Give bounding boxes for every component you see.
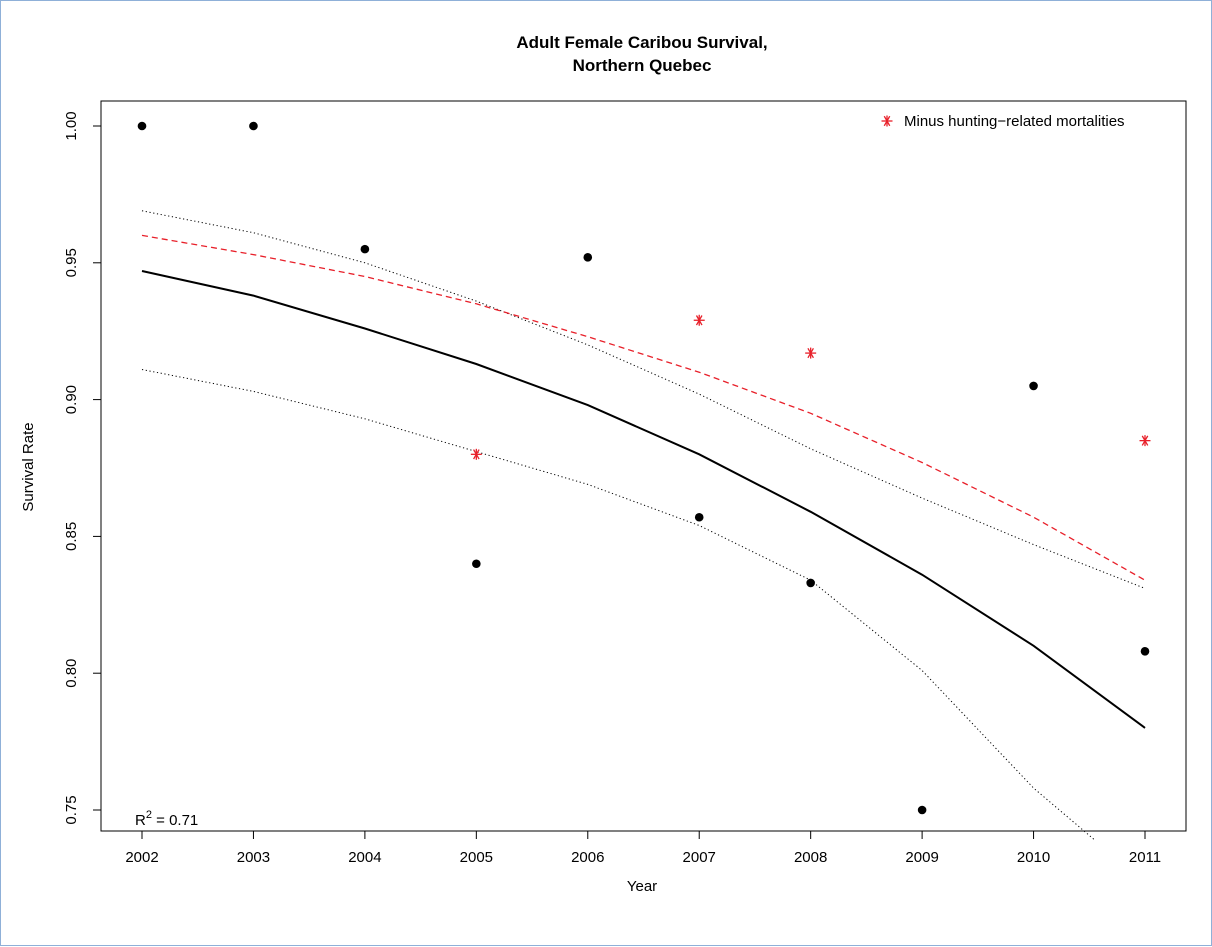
- x-tick-label: 2011: [1129, 849, 1161, 866]
- y-tick-label: 0.75: [63, 795, 80, 824]
- x-tick-label: 2003: [237, 849, 270, 866]
- series-points: [137, 121, 1151, 815]
- y-tick-label: 1.00: [63, 111, 80, 140]
- chart-title-line1: Adult Female Caribou Survival,: [516, 33, 767, 52]
- data-point-asterisk: [1139, 435, 1151, 447]
- data-point: [360, 244, 370, 254]
- data-point: [1029, 381, 1038, 391]
- r2-superscript: 2: [146, 809, 152, 821]
- r2-value: = 0.71: [152, 812, 198, 829]
- x-axis-label: Year: [627, 878, 657, 895]
- y-axis: 0.75 0.80 0.85 0.90 0.95 1.00: [63, 111, 102, 825]
- confidence-band-line: [141, 369, 1096, 841]
- legend-asterisk-marker: [881, 115, 893, 127]
- x-tick-label: 2010: [1017, 849, 1050, 866]
- plot-box: [100, 100, 1187, 832]
- y-tick-label: 0.85: [63, 522, 80, 551]
- y-tick-label: 0.90: [63, 385, 80, 414]
- r2-prefix: R: [135, 812, 146, 829]
- data-point: [694, 512, 704, 522]
- series-lines: [141, 210, 1146, 841]
- legend: Minus hunting−related mortalities: [881, 113, 1125, 130]
- fit-line: [141, 270, 1146, 729]
- y-axis-label: Survival Rate: [20, 422, 37, 511]
- x-tick-label: 2007: [683, 849, 716, 866]
- confidence-band-line: [141, 210, 1146, 589]
- data-point: [806, 578, 815, 588]
- data-point: [917, 805, 927, 815]
- x-tick-label: 2008: [794, 849, 827, 866]
- x-tick-label: 2009: [905, 849, 938, 866]
- x-tick-label: 2006: [571, 849, 604, 866]
- x-tick-label: 2002: [125, 849, 158, 866]
- legend-asterisk: [881, 115, 893, 127]
- data-point: [249, 121, 258, 131]
- data-point: [583, 253, 593, 262]
- data-point-asterisk: [805, 347, 817, 359]
- data-point-asterisk: [470, 448, 482, 460]
- data-point-asterisk: [693, 314, 705, 326]
- y-tick-label: 0.95: [63, 248, 80, 277]
- legend-label: Minus hunting−related mortalities: [904, 113, 1125, 130]
- y-tick-label: 0.80: [63, 659, 80, 688]
- data-point: [472, 559, 481, 569]
- data-point: [137, 121, 147, 131]
- data-point: [1140, 647, 1150, 656]
- chart-title-line2: Northern Quebec: [573, 56, 712, 75]
- x-axis: 2002 2003 2004 2005 2006 2007 2008 2009 2010 2011: [125, 830, 1161, 866]
- r2-annotation: R2 = 0.71: [135, 809, 198, 829]
- x-tick-label: 2005: [460, 849, 493, 866]
- x-tick-label: 2004: [348, 849, 381, 866]
